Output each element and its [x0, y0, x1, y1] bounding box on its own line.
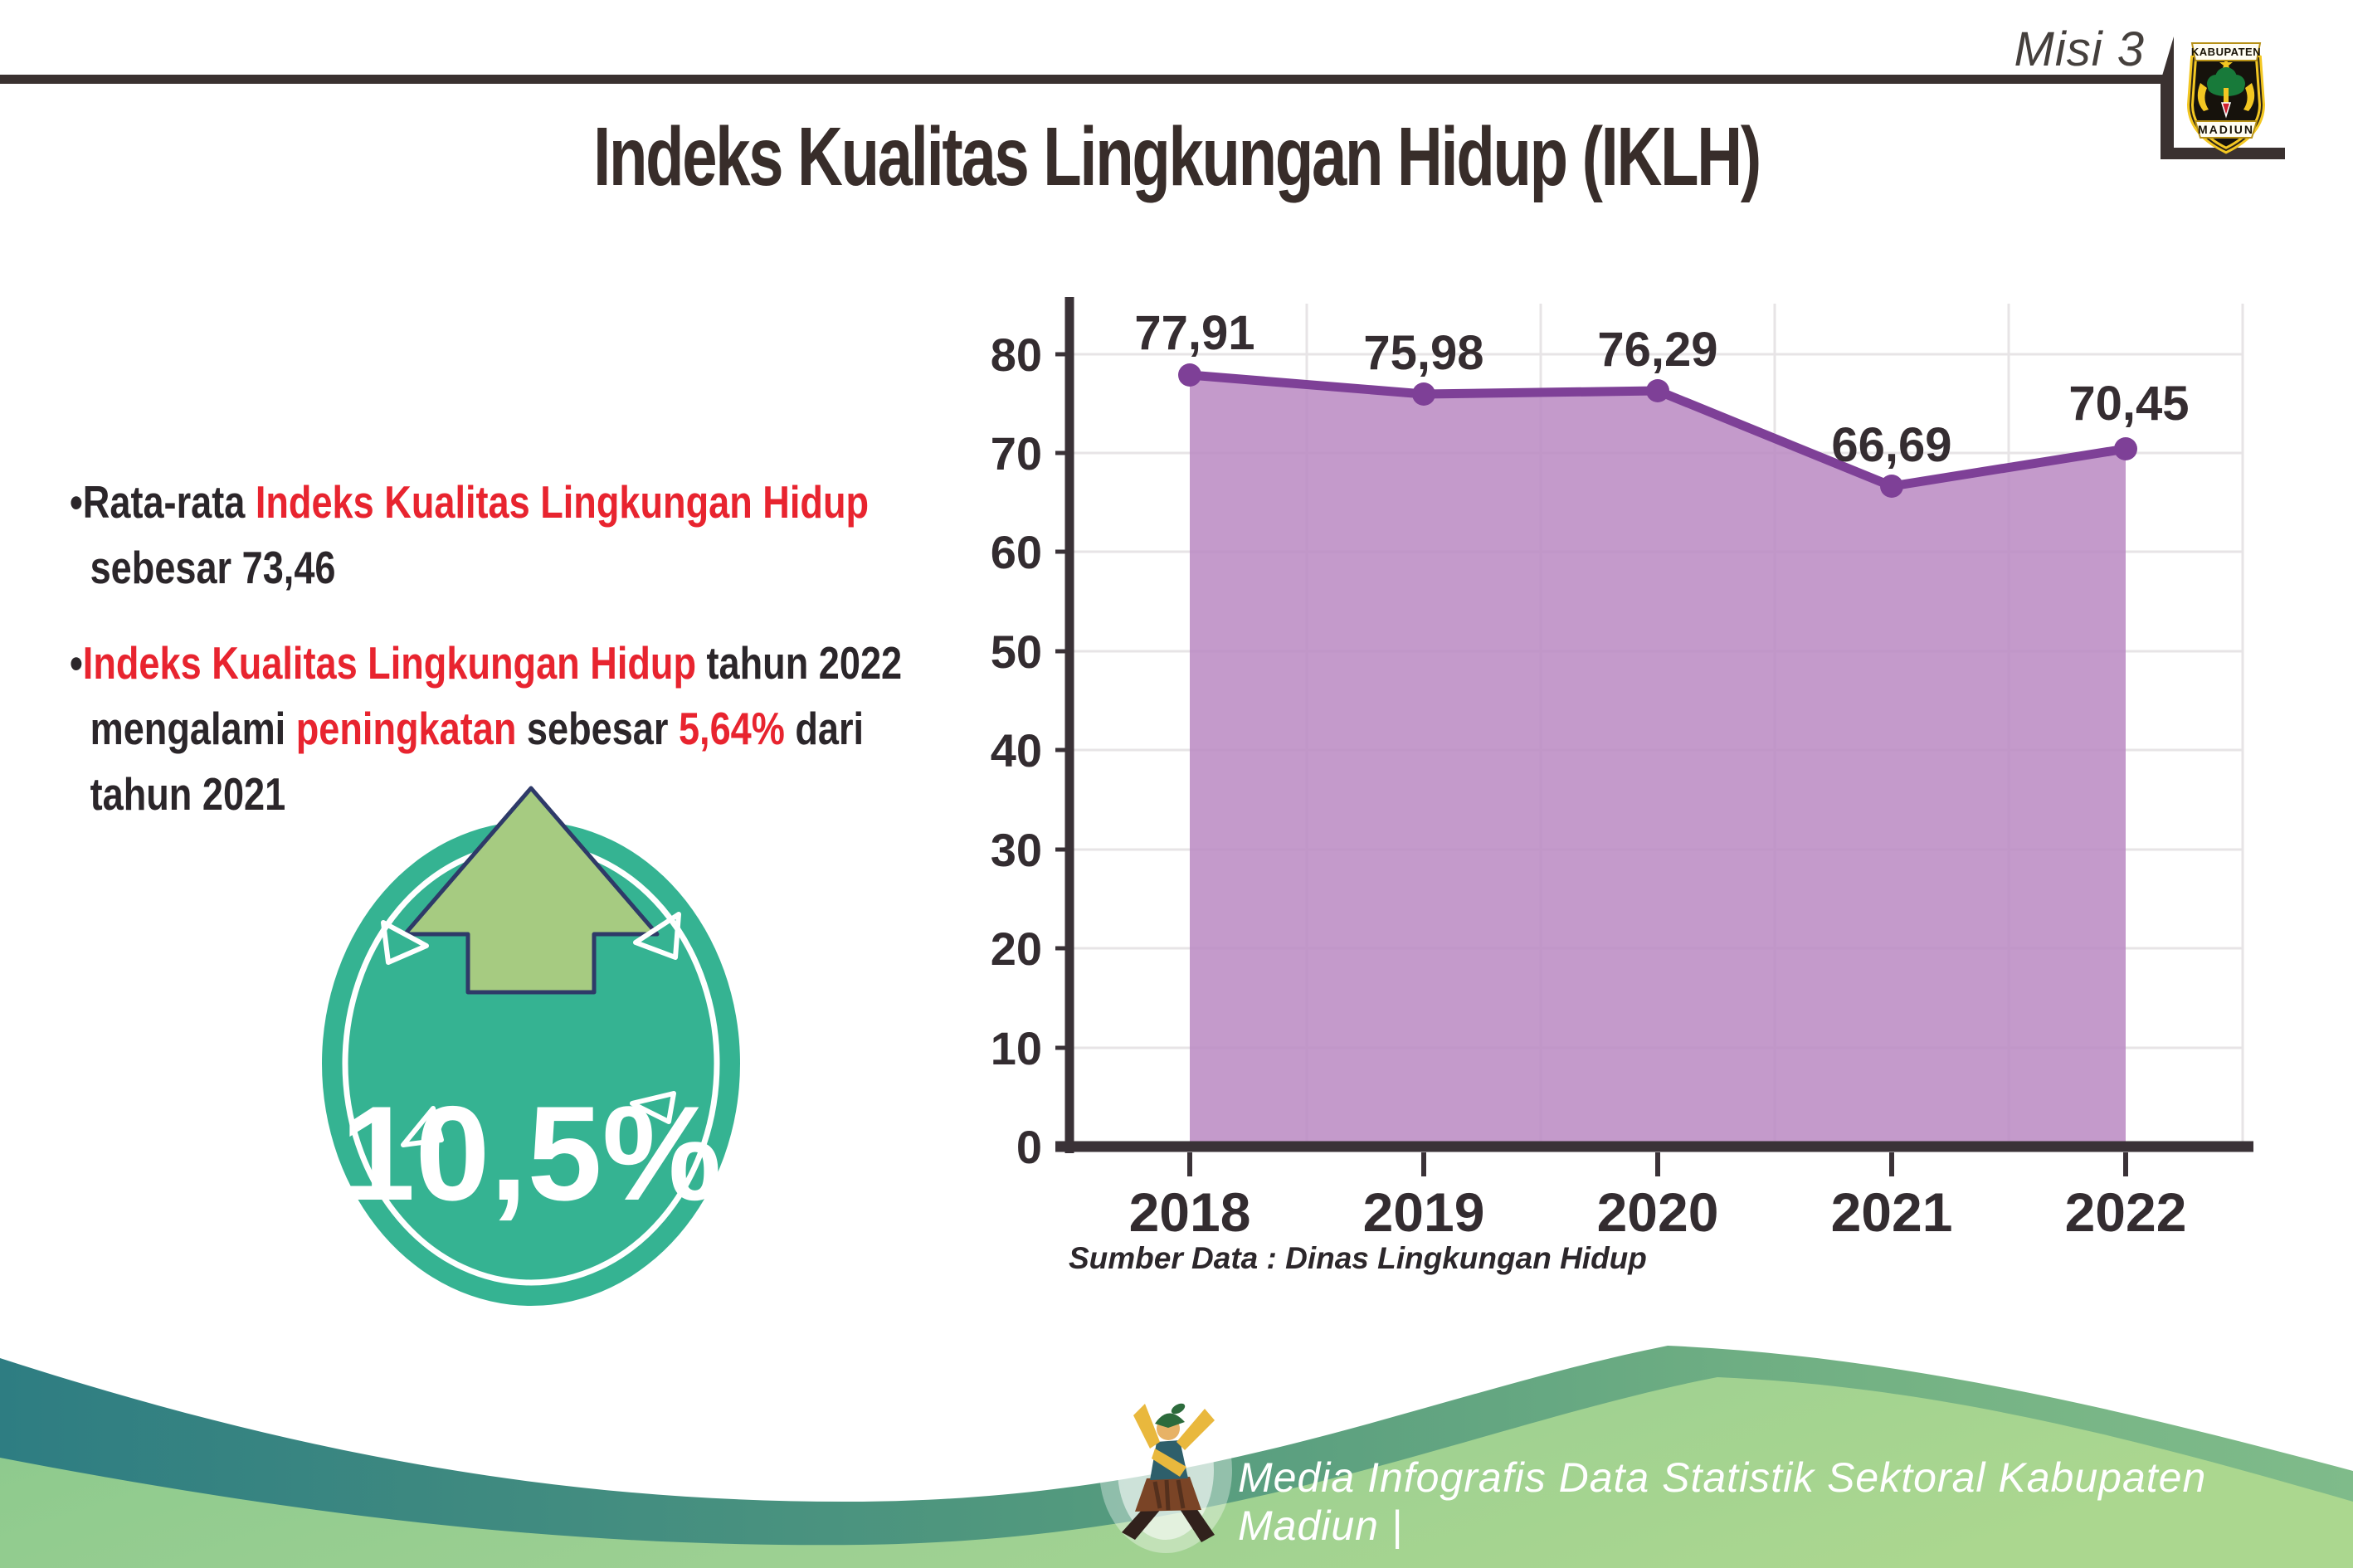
- bullet2-l2-3: sebesar: [516, 703, 679, 754]
- mascot-icon: [1099, 1387, 1232, 1553]
- logo-top-ribbon-text: KABUPATEN: [2191, 46, 2261, 58]
- x-ticks: [1187, 1152, 2128, 1176]
- bullet2-line3: tahun 2021: [90, 768, 286, 820]
- y-tick-label: 0: [1016, 1121, 1042, 1173]
- y-tick-label: 40: [991, 724, 1042, 777]
- y-tick-label: 60: [991, 526, 1042, 578]
- sparkle-triangles: [381, 912, 681, 1147]
- bullet2-l2-5: dari: [784, 703, 865, 754]
- page-title: Indeks Kualitas Lingkungan Hidup (IKLH): [593, 110, 1761, 203]
- bullet-icon: •: [70, 637, 83, 689]
- data-label: 77,91: [1134, 306, 1254, 360]
- bullet2-tail: tahun 2022: [696, 637, 903, 689]
- y-ticks: [1055, 352, 1069, 1149]
- data-label: 76,29: [1597, 323, 1717, 377]
- logo-frame-vertical: [2161, 37, 2174, 159]
- y-tick-label: 50: [991, 626, 1042, 678]
- bullet2-l2-1: mengalami: [90, 703, 296, 754]
- data-label: 75,98: [1363, 326, 1483, 380]
- x-tick-label: 2020: [1597, 1181, 1719, 1243]
- bullet1-highlight: Indeks Kualitas Lingkungan Hidup: [255, 476, 870, 528]
- bullet2-l2-2: peningkatan: [295, 703, 517, 754]
- kabupaten-madiun-logo-icon: KABUPATEN MADIUN: [2186, 41, 2266, 154]
- y-tick-label: 30: [991, 824, 1042, 876]
- x-tick-label: 2019: [1363, 1181, 1485, 1243]
- badge-value: 10,5%: [340, 1079, 721, 1229]
- misi-label: Misi 3: [2014, 22, 2145, 76]
- y-tick-label: 70: [991, 427, 1042, 480]
- y-tick-label: 80: [991, 329, 1042, 381]
- wave-light-green: [0, 1377, 2353, 1568]
- x-tick-label: 2018: [1129, 1181, 1251, 1243]
- bullet1-line1: •Rata-rata Indeks Kualitas Lingkungan Hi…: [70, 470, 1022, 535]
- footer-credit: Media Infografis Data Statistik Sektoral…: [1238, 1454, 2207, 1549]
- x-tick-label: 2021: [1831, 1181, 1953, 1243]
- data-label: 66,69: [1831, 418, 1951, 472]
- chart-source-label: Sumber Data : Dinas Lingkungan Hidup: [1069, 1241, 1647, 1275]
- notes-block: •Rata-rata Indeks Kualitas Lingkungan Hi…: [70, 470, 1022, 827]
- header-rule: [0, 75, 2163, 84]
- notes-gap: [70, 601, 1022, 631]
- bullet1-line2: sebesar 73,46: [90, 542, 336, 593]
- logo-bottom-ribbon-text: MADIUN: [2198, 123, 2254, 136]
- data-points: [1178, 363, 2137, 498]
- area-fill: [1190, 375, 2126, 1147]
- bullet2-line2: mengalami peningkatan sebesar 5,64% dari: [70, 696, 1022, 762]
- bullet2-line1: •Indeks Kualitas Lingkungan Hidup tahun …: [70, 631, 1022, 696]
- bullet-icon: •: [70, 476, 83, 528]
- x-tick-label: 2022: [2065, 1181, 2187, 1243]
- data-label: 70,45: [2068, 377, 2189, 431]
- bullet2-highlight: Indeks Kualitas Lingkungan Hidup: [82, 637, 697, 689]
- y-tick-label: 10: [991, 1022, 1042, 1074]
- logo-frame-horizontal: [2161, 148, 2285, 159]
- bullet1-lead: Rata-rata: [82, 476, 256, 528]
- y-tick-label: 20: [991, 923, 1042, 975]
- bullet2-l2-4: 5,64%: [678, 703, 785, 754]
